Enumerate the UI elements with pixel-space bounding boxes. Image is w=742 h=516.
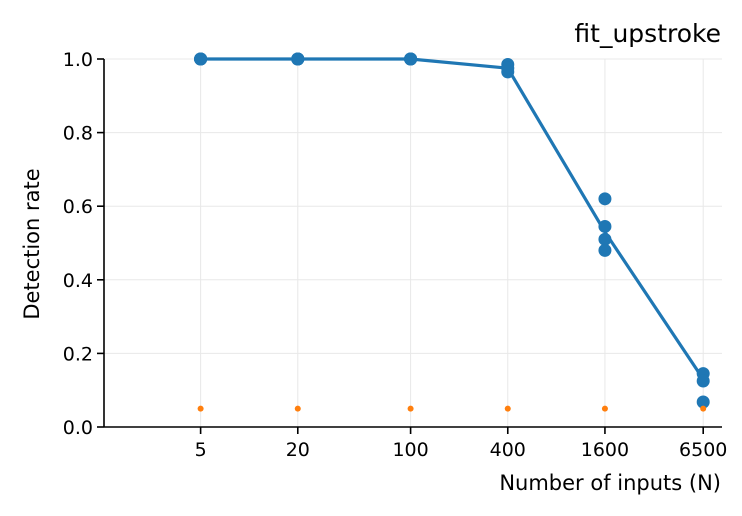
baseline-point (294, 405, 301, 412)
y-tick-label: 0.4 (63, 270, 93, 292)
y-tick-label: 0.8 (63, 123, 93, 145)
tick-labels: 0.0 0.2 0.4 0.6 0.8 1.0 5 20 100 400 1600 6500 (63, 49, 728, 461)
y-tick-label: 1.0 (63, 49, 93, 71)
x-tick-label: 400 (490, 439, 526, 461)
y-tick-label: 0.6 (63, 196, 93, 218)
chart-title: fit_upstroke (574, 19, 721, 48)
detection-point (598, 232, 612, 246)
detection-point (404, 52, 418, 66)
grid-lines (104, 58, 722, 428)
y-tick-label: 0.0 (63, 417, 93, 439)
detection-point (696, 374, 710, 388)
axes (97, 58, 722, 434)
baseline-point (504, 405, 511, 412)
x-tick-label: 5 (195, 439, 207, 461)
detection-point (291, 52, 305, 66)
data-marks (194, 52, 710, 412)
baseline-point (601, 405, 608, 412)
baseline-point (407, 405, 414, 412)
detection-point (598, 219, 612, 233)
y-axis-title: Detection rate (20, 168, 44, 319)
x-tick-label: 100 (392, 439, 428, 461)
x-axis-title: Number of inputs (N) (499, 471, 721, 495)
y-tick-label: 0.2 (63, 343, 93, 365)
detection-point (501, 65, 515, 79)
baseline-point (197, 405, 204, 412)
x-tick-label: 1600 (581, 439, 629, 461)
x-tick-label: 6500 (679, 439, 727, 461)
baseline-point (700, 405, 707, 412)
series-line (200, 57, 705, 381)
detection-point (598, 243, 612, 257)
x-tick-label: 20 (286, 439, 310, 461)
detection-point (696, 395, 710, 409)
detection-point (598, 192, 612, 206)
detection-point (194, 52, 208, 66)
